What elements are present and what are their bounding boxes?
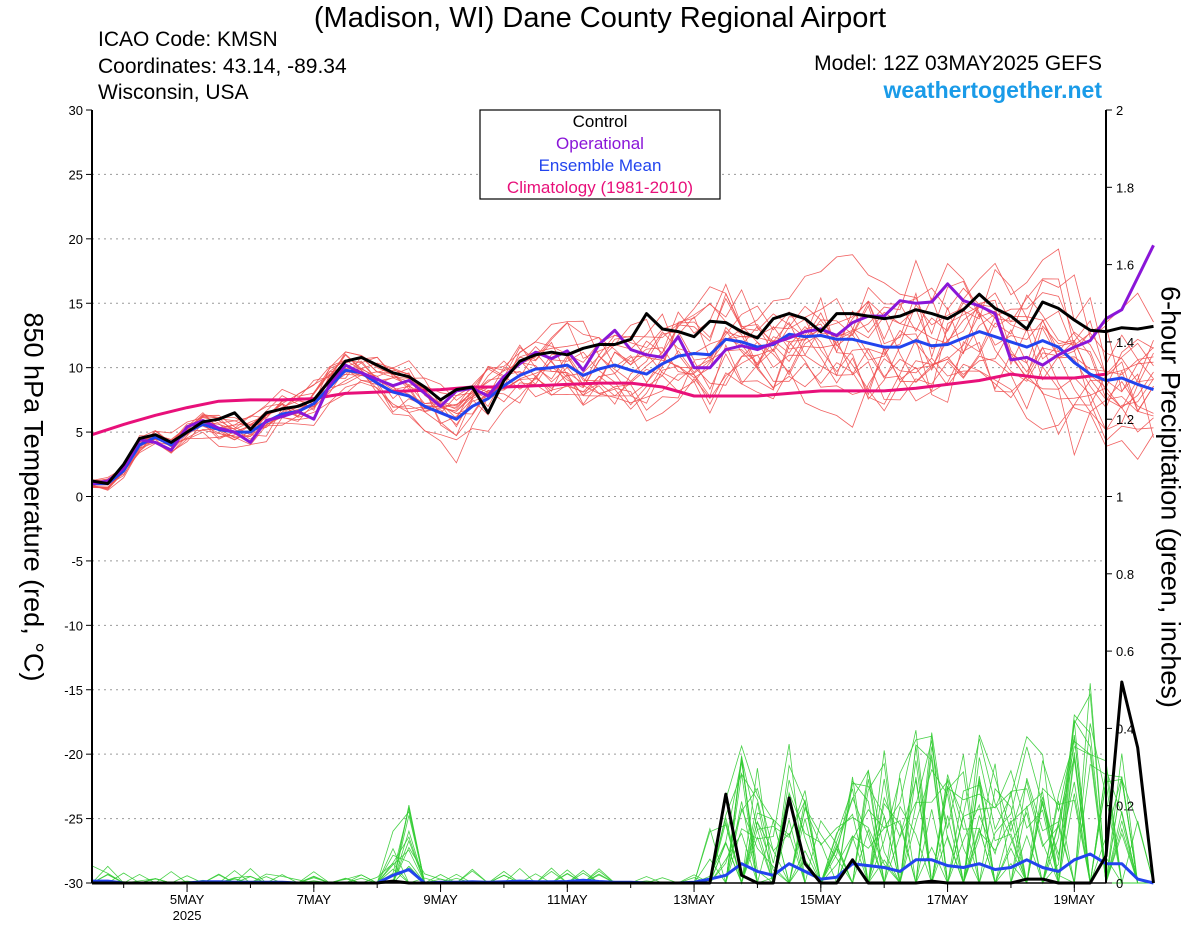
temperature-member-line [91, 292, 1154, 485]
y2-tick-label: 1.8 [1116, 180, 1134, 195]
temperature-member-line [91, 304, 1154, 485]
x-tick-label: 15MAY [800, 892, 842, 907]
y-tick-label: -30 [64, 876, 83, 891]
chart-legend: Control Operational Ensemble Mean Climatolo… [479, 109, 721, 200]
temperature-member-line [91, 302, 1154, 488]
axes: 302520151050-5-10-15-20-25-3021.81.61.41… [64, 103, 1134, 923]
y2-tick-label: 1.6 [1116, 258, 1134, 273]
x-tick-label: 7MAY [297, 892, 332, 907]
precipitation-member-line [92, 723, 1154, 885]
precipitation-member-line [92, 744, 1154, 884]
x-tick-sublabel: 2025 [173, 908, 202, 923]
temperature-member-line [91, 294, 1154, 489]
y-tick-label: -15 [64, 683, 83, 698]
y-tick-label: -25 [64, 812, 83, 827]
precipitation-member-line [91, 721, 1154, 885]
y2-tick-label: 1.4 [1116, 335, 1134, 350]
icao-code: ICAO Code: KMSN [98, 28, 278, 51]
legend-item: Ensemble Mean [539, 156, 662, 175]
precipitation-member-line [92, 740, 1154, 885]
y-tick-label: 10 [69, 361, 83, 376]
temperature-member-lines [91, 248, 1154, 491]
y-tick-label: -5 [71, 554, 83, 569]
site-name[interactable]: weathertogether.net [883, 77, 1102, 103]
x-tick-label: 17MAY [927, 892, 969, 907]
region-label: Wisconsin, USA [98, 81, 249, 104]
precipitation-member-line [92, 734, 1154, 885]
temperature-member-line [91, 248, 1154, 482]
y2-tick-label: 0.4 [1116, 721, 1134, 736]
temperature-member-line [91, 292, 1154, 489]
x-tick-label: 5MAY [170, 892, 205, 907]
y2-tick-label: 1 [1116, 490, 1123, 505]
control-temp-line [91, 292, 1154, 486]
y-tick-label: 25 [69, 167, 83, 182]
x-tick-label: 19MAY [1053, 892, 1095, 907]
coordinates: Coordinates: 43.14, -89.34 [98, 55, 347, 78]
temperature-member-line [91, 342, 1154, 491]
temperature-member-line [91, 305, 1154, 485]
y2-tick-label: 0.6 [1116, 644, 1134, 659]
y2-tick-label: 0.8 [1116, 567, 1134, 582]
y-tick-label: 30 [69, 103, 83, 118]
x-tick-label: 11MAY [547, 892, 588, 907]
precipitation-member-line [92, 740, 1154, 884]
operational-temp-line [91, 244, 1155, 486]
temperature-member-line [91, 274, 1154, 490]
y-tick-label: 15 [69, 296, 83, 311]
y-tick-label: -10 [64, 618, 83, 633]
chart-title: (Madison, WI) Dane County Regional Airpo… [313, 2, 887, 34]
precipitation-member-lines [91, 683, 1154, 885]
y-tick-label: 5 [76, 425, 83, 440]
precipitation-member-line [92, 738, 1154, 884]
y2-tick-label: 0 [1116, 876, 1123, 891]
precipitation-member-line [92, 736, 1154, 884]
climatology-temp-line [91, 372, 1107, 437]
precipitation-member-line [91, 752, 1154, 885]
model-run: Model: 12Z 03MAY2025 GEFS [814, 52, 1102, 75]
temperature-member-line [91, 283, 1154, 485]
temperature-member-line [91, 297, 1154, 488]
legend-item: Climatology (1981-2010) [507, 178, 693, 197]
legend-box [479, 109, 721, 200]
grid-lines [92, 173, 1106, 820]
y-tick-label: 0 [76, 490, 83, 505]
precipitation-member-line [91, 730, 1154, 884]
x-tick-label: 13MAY [673, 892, 715, 907]
highlight-series [91, 244, 1155, 885]
precipitation-member-line [92, 753, 1154, 884]
x-tick-label: 9MAY [423, 892, 458, 907]
y2-tick-label: 0.2 [1116, 799, 1134, 814]
precipitation-member-line [92, 734, 1154, 885]
precipitation-member-line [92, 683, 1154, 885]
y-tick-label: -20 [64, 747, 83, 762]
legend-item: Control [573, 112, 628, 131]
legend-item: Operational [556, 134, 644, 153]
precipitation-member-line [92, 693, 1154, 885]
y2-tick-label: 1.2 [1116, 412, 1134, 427]
y-tick-label: 20 [69, 232, 83, 247]
y2-tick-label: 2 [1116, 103, 1123, 118]
mean-temp-line [92, 330, 1154, 486]
temperature-member-line [91, 254, 1154, 481]
